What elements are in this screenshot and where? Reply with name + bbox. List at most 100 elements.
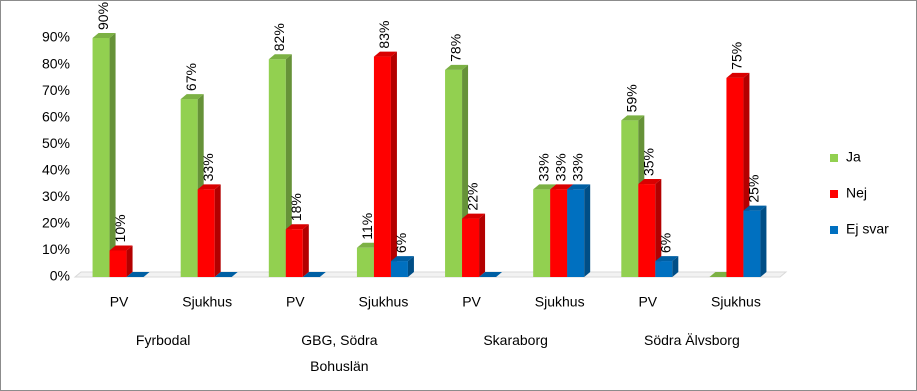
- bar: [567, 184, 591, 277]
- bar-front: [92, 38, 110, 277]
- bar-front: [373, 56, 391, 277]
- x-tick-label: PV: [462, 294, 481, 310]
- legend-swatch: [830, 190, 838, 198]
- x-tick-label: Sjukhus: [182, 294, 232, 310]
- bar-top: [180, 94, 204, 100]
- bar-top: [550, 184, 574, 190]
- bar-top: [126, 272, 150, 277]
- bar-side: [285, 54, 292, 277]
- bar-front: [197, 189, 215, 277]
- x-tick-label: Sjukhus: [359, 294, 409, 310]
- bar-side: [407, 256, 414, 277]
- y-tick-label: 70%: [42, 82, 70, 98]
- bar-front: [445, 69, 463, 277]
- bar-top: [445, 64, 469, 70]
- bar-front: [390, 261, 408, 277]
- data-label: 35%: [641, 148, 657, 176]
- bar-top: [655, 256, 679, 262]
- bar: [655, 256, 679, 277]
- x-tick-label: PV: [286, 294, 305, 310]
- legend-label: Nej: [846, 185, 867, 201]
- bar-front: [462, 218, 480, 277]
- bar-side: [214, 184, 221, 277]
- data-label: 83%: [376, 21, 392, 49]
- x-tick-label: Sjukhus: [711, 294, 761, 310]
- bar-side: [655, 179, 662, 277]
- bar-front: [743, 210, 761, 277]
- x-tick-label: PV: [638, 294, 657, 310]
- data-label: 82%: [271, 23, 287, 51]
- bar-side: [302, 224, 309, 277]
- legend-label: Ja: [846, 149, 861, 165]
- data-label: 6%: [393, 233, 409, 253]
- y-tick-label: 30%: [42, 188, 70, 204]
- bar: [462, 213, 486, 277]
- bar: [92, 33, 116, 277]
- bar: [109, 245, 133, 277]
- y-tick-label: 90%: [42, 29, 70, 45]
- bar-front: [726, 77, 744, 277]
- bar-top: [743, 205, 767, 211]
- data-label: 11%: [359, 213, 375, 240]
- bar-top: [390, 256, 414, 262]
- bar-front: [550, 189, 568, 277]
- bar-side: [584, 184, 591, 277]
- bar: [214, 272, 238, 277]
- bar-front: [180, 99, 198, 277]
- group-label: GBG, Södra Bohuslän: [301, 332, 378, 374]
- legend-swatch: [830, 154, 838, 162]
- y-tick-label: 10%: [42, 241, 70, 257]
- bar-top: [373, 51, 397, 57]
- bar-side: [126, 245, 133, 277]
- data-label: 25%: [746, 175, 762, 203]
- y-tick-label: 50%: [42, 135, 70, 151]
- bar-top: [197, 184, 221, 190]
- bar-top: [214, 272, 238, 277]
- data-label: 33%: [200, 153, 216, 181]
- bar-front: [356, 247, 374, 277]
- data-label: 22%: [464, 183, 480, 211]
- bar-front: [567, 189, 585, 277]
- bar-top: [268, 54, 292, 60]
- bar-top: [726, 72, 750, 78]
- data-label: 33%: [569, 153, 585, 181]
- bar-top: [302, 272, 326, 277]
- bar: [285, 224, 309, 277]
- group-label: Fyrbodal: [135, 332, 191, 348]
- y-tick-label: 60%: [42, 108, 70, 124]
- data-label: 90%: [95, 2, 111, 30]
- data-label: 6%: [658, 233, 674, 253]
- bar-side: [672, 256, 679, 277]
- bar-front: [268, 59, 286, 277]
- data-label: 75%: [729, 42, 745, 70]
- bar-top: [92, 33, 116, 38]
- bar-front: [638, 184, 656, 277]
- bar-top: [567, 184, 591, 190]
- bar-top: [462, 213, 486, 219]
- bar: [638, 179, 662, 277]
- legend-label: Ej svar: [846, 221, 889, 237]
- bar: [390, 256, 414, 277]
- x-tick-label: Sjukhus: [535, 294, 585, 310]
- bar-front: [655, 261, 673, 277]
- bar: [373, 51, 397, 277]
- bar-top: [109, 245, 133, 251]
- bar: [302, 272, 326, 277]
- bar-front: [621, 120, 639, 277]
- data-label: 33%: [552, 153, 568, 181]
- bar: [197, 184, 221, 277]
- y-tick-label: 0%: [50, 268, 70, 284]
- bar-top: [285, 224, 309, 230]
- group-label: Södra Älvsborg: [644, 332, 740, 348]
- bar-side: [479, 213, 486, 277]
- bar-side: [760, 205, 767, 277]
- bar: [126, 272, 150, 277]
- data-label: 33%: [535, 153, 551, 181]
- bar-front: [533, 189, 551, 277]
- data-label: 67%: [183, 63, 199, 91]
- bar-top: [638, 179, 662, 185]
- bar-front: [109, 250, 127, 277]
- bar-side: [390, 51, 397, 277]
